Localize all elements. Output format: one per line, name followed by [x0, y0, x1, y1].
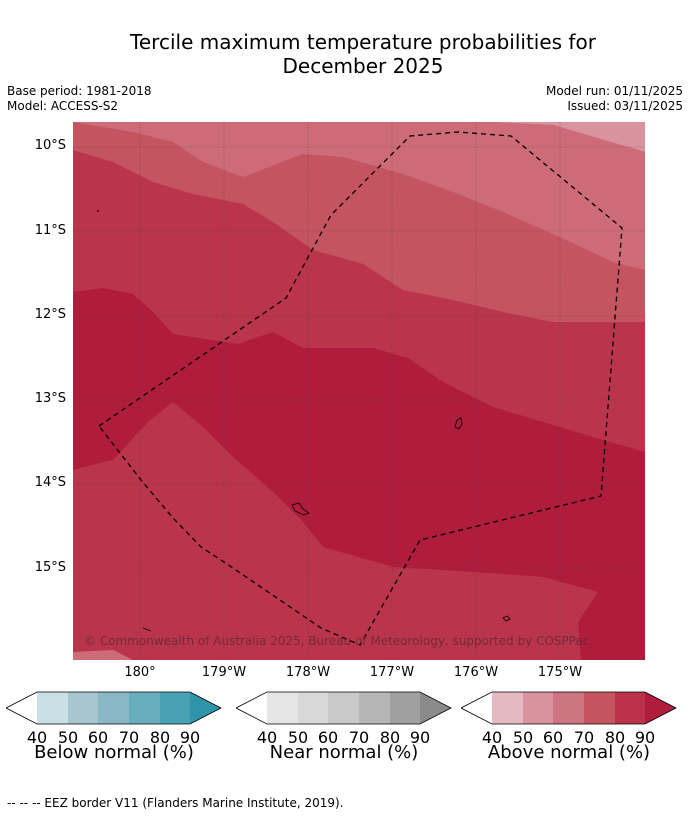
model-name: Model: ACCESS-S2	[7, 99, 119, 113]
issued-date: Issued: 03/11/2025	[567, 99, 683, 113]
island-outline	[291, 502, 310, 516]
legend-tick: 80	[149, 728, 171, 747]
map-panel[interactable]	[73, 122, 645, 660]
colorbar-swatch	[492, 692, 523, 724]
zone-90	[73, 288, 645, 660]
lon-label: 180°	[124, 665, 156, 680]
lat-label: 13°S	[34, 391, 66, 406]
base-period: Base period: 1981-2018	[7, 84, 152, 98]
title-line-2: December 2025	[282, 54, 444, 78]
lat-label: 11°S	[34, 223, 66, 238]
legend-tick: 90	[179, 728, 201, 747]
island-outline	[502, 615, 511, 622]
island-outline	[454, 417, 463, 430]
colorbar-swatch	[190, 692, 221, 724]
legend-tick: 40	[481, 728, 503, 747]
colorbar-swatch	[523, 692, 553, 724]
colorbar-swatch	[461, 692, 492, 724]
island-dot	[97, 210, 99, 212]
legend-below-normal: 40 50 60 70 80 90 Below normal (%)	[6, 690, 222, 763]
legend-tick: 60	[87, 728, 109, 747]
legend-tick: 80	[379, 728, 401, 747]
lat-label: 10°S	[34, 138, 66, 153]
lon-label: 176°W	[453, 665, 499, 680]
island-outline	[142, 627, 152, 632]
legend-tick: 50	[57, 728, 79, 747]
legend-tick: 70	[118, 728, 140, 747]
legend-near-normal: 40 50 60 70 80 90 Near normal (%)	[236, 690, 452, 763]
meta-left: Base period: 1981-2018 Model: ACCESS-S2	[7, 84, 152, 114]
legend-tick: 60	[542, 728, 564, 747]
copyright-text: © Commonwealth of Australia 2025, Bureau…	[84, 634, 590, 648]
lon-label: 178°W	[285, 665, 331, 680]
legend-caption: Below normal (%)	[34, 742, 194, 763]
legend-tick: 80	[604, 728, 626, 747]
chart-title: Tercile maximum temperature probabilitie…	[0, 30, 690, 78]
legend-caption: Near normal (%)	[269, 742, 419, 763]
colorbar-below	[6, 691, 222, 725]
colorbar-outline	[461, 691, 677, 725]
legend-tick: 70	[348, 728, 370, 747]
legend-tick: 40	[256, 728, 278, 747]
colorbar-above	[461, 691, 677, 725]
colorbar-outline	[236, 691, 452, 725]
footer-note: -- -- -- EEZ border V11 (Flanders Marine…	[7, 796, 344, 810]
zone-60-corner	[73, 650, 133, 660]
meta-right: Model run: 01/11/2025 Issued: 03/11/2025	[546, 84, 683, 114]
legend-tick: 90	[634, 728, 656, 747]
colorbar-near	[236, 691, 452, 725]
colorbar-swatch	[37, 692, 68, 724]
colorbar-swatch	[129, 692, 160, 724]
legend-above-normal: 40 50 60 70 80 90 Above normal (%)	[461, 690, 677, 763]
colorbar-swatch	[236, 692, 267, 724]
legend-caption: Above normal (%)	[487, 742, 651, 763]
colorbar-swatch	[298, 692, 328, 724]
colorbar-swatch	[645, 692, 676, 724]
lon-label: 177°W	[369, 665, 415, 680]
lon-label: 179°W	[201, 665, 247, 680]
title-line-1: Tercile maximum temperature probabilitie…	[130, 30, 596, 54]
colorbar-swatch	[160, 692, 190, 724]
legend-tick: 50	[287, 728, 309, 747]
colorbar-swatch	[553, 692, 584, 724]
legend-tick: 90	[409, 728, 431, 747]
colorbar-swatch	[615, 692, 645, 724]
zone-60	[73, 122, 645, 270]
legend-tick: 70	[573, 728, 595, 747]
colorbar-swatch	[6, 692, 37, 724]
colorbar-swatch	[420, 692, 451, 724]
legend-tick: 40	[26, 728, 48, 747]
model-run: Model run: 01/11/2025	[545, 84, 683, 98]
colorbar-swatch	[390, 692, 420, 724]
map-svg	[73, 122, 645, 660]
colorbar-swatch	[98, 692, 129, 724]
lat-label: 12°S	[34, 307, 66, 322]
lat-label: 14°S	[34, 475, 66, 490]
colorbar-swatch	[584, 692, 615, 724]
colorbar-swatch	[359, 692, 390, 724]
zone-80-south	[73, 402, 598, 660]
graticule	[73, 122, 645, 660]
colorbar-swatch	[328, 692, 359, 724]
lon-label: 175°W	[537, 665, 583, 680]
lat-label: 15°S	[34, 560, 66, 575]
legend-tick: 50	[512, 728, 534, 747]
colorbar-swatch	[68, 692, 98, 724]
zone-50-top	[223, 122, 645, 152]
colorbar-swatch	[267, 692, 298, 724]
colorbar-outline	[6, 691, 222, 725]
eez-border[interactable]	[98, 131, 623, 646]
legend-tick: 60	[317, 728, 339, 747]
